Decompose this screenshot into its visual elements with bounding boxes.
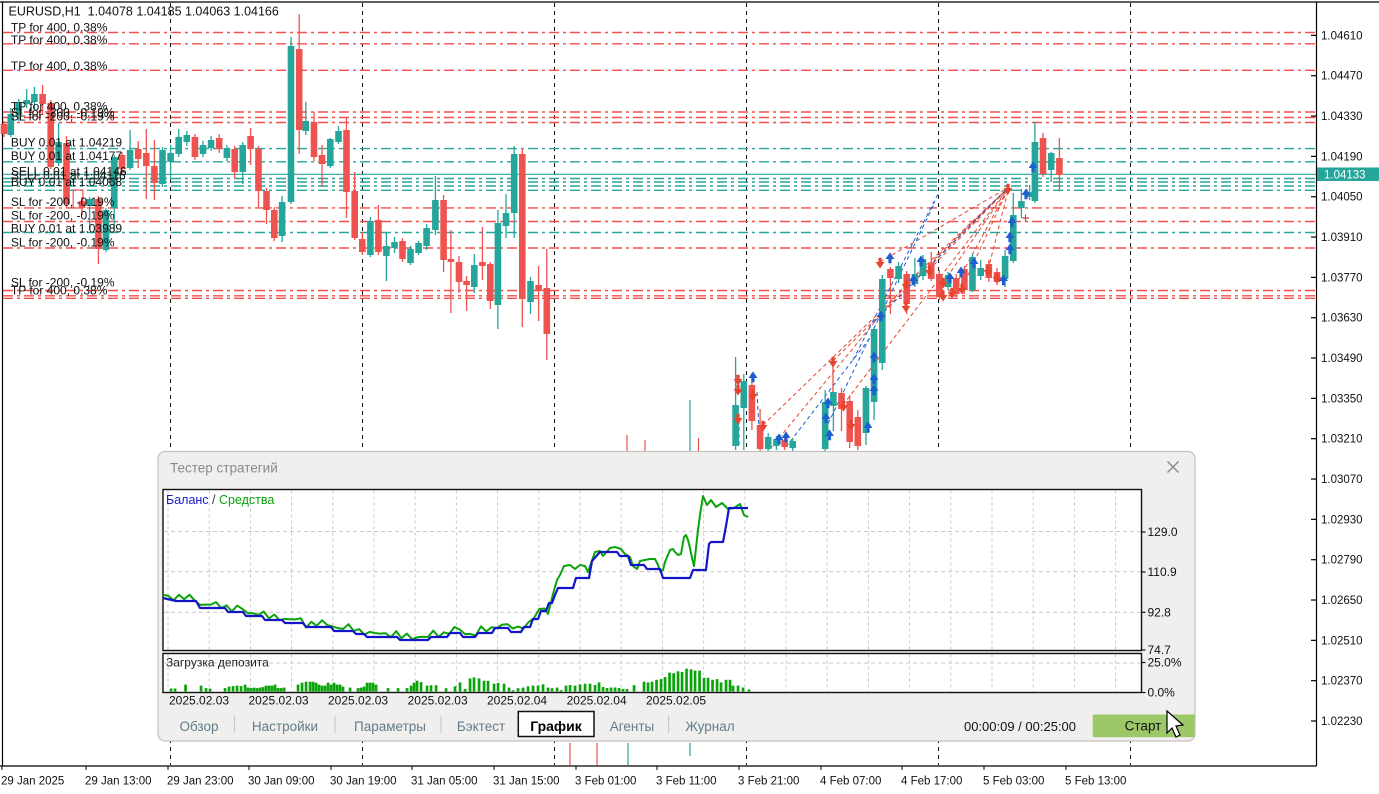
svg-text:129.0: 129.0 (1148, 525, 1178, 539)
svg-text:SELL 0.01 at 1.04146: SELL 0.01 at 1.04146 (11, 165, 127, 179)
svg-text:Загрузка депозита: Загрузка депозита (166, 656, 269, 670)
svg-text:29 Jan 23:00: 29 Jan 23:00 (167, 776, 234, 788)
svg-text:00:00:09 / 00:25:00: 00:00:09 / 00:25:00 (964, 719, 1076, 734)
svg-text:1.02650: 1.02650 (1321, 595, 1363, 607)
svg-text:SL for -200, -0.19%: SL for -200, -0.19% (11, 209, 115, 223)
svg-text:Журнал: Журнал (685, 719, 734, 734)
svg-text:SL for -200, -0.19%: SL for -200, -0.19% (11, 236, 115, 250)
svg-text:2025.02.05: 2025.02.05 (646, 694, 706, 708)
svg-text:SL for -200, -0.19%: SL for -200, -0.19% (11, 195, 115, 209)
svg-text:BUY 0.01 at 1.04219: BUY 0.01 at 1.04219 (11, 136, 123, 150)
svg-text:1.04330: 1.04330 (1321, 111, 1363, 123)
svg-text:1.03350: 1.03350 (1321, 393, 1363, 405)
svg-text:1.03210: 1.03210 (1321, 434, 1363, 446)
svg-text:Тестер стратегий: Тестер стратегий (170, 461, 278, 476)
svg-text:1.04133: 1.04133 (1324, 169, 1366, 181)
svg-text:1.03070: 1.03070 (1321, 474, 1363, 486)
svg-text:Настройки: Настройки (252, 719, 318, 734)
svg-text:1.04610: 1.04610 (1321, 30, 1363, 42)
svg-text:1.03770: 1.03770 (1321, 272, 1363, 284)
svg-text:SL for -200, -0.19%: SL for -200, -0.19% (11, 276, 115, 290)
svg-text:BUY 0.01 at 1.03989: BUY 0.01 at 1.03989 (11, 222, 123, 236)
svg-text:Агенты: Агенты (610, 719, 654, 734)
svg-text:1.04190: 1.04190 (1321, 151, 1363, 163)
svg-text:30 Jan 09:00: 30 Jan 09:00 (248, 776, 315, 788)
svg-text:TP for 400, 0.38%: TP for 400, 0.38% (11, 284, 108, 298)
svg-text:4 Feb 07:00: 4 Feb 07:00 (820, 776, 881, 788)
svg-text:4 Feb 17:00: 4 Feb 17:00 (901, 776, 962, 788)
svg-text:Старт: Старт (1125, 719, 1162, 734)
svg-text:EURUSD,H1 1.04078 1.04185 1.0: EURUSD,H1 1.04078 1.04185 1.04063 1.0416… (9, 4, 279, 18)
svg-text:29 Jan 2025: 29 Jan 2025 (1, 776, 64, 788)
svg-text:Бэктест: Бэктест (457, 719, 505, 734)
svg-text:92.8: 92.8 (1148, 606, 1172, 620)
svg-text:SELL 0.01 at 1.04116: SELL 0.01 at 1.04116 (11, 169, 126, 183)
svg-text:2025.02.03: 2025.02.03 (328, 694, 388, 708)
svg-text:Параметры: Параметры (354, 719, 426, 734)
svg-text:1.02790: 1.02790 (1321, 555, 1363, 567)
svg-text:30 Jan 19:00: 30 Jan 19:00 (330, 776, 397, 788)
svg-text:График: График (530, 718, 583, 734)
svg-text:BUY 0.01 at 1.04068: BUY 0.01 at 1.04068 (11, 175, 123, 189)
svg-text:2025.02.04: 2025.02.04 (567, 694, 627, 708)
svg-text:TP for 400, 0.38%: TP for 400, 0.38% (11, 33, 108, 47)
svg-text:110.9: 110.9 (1148, 565, 1177, 579)
svg-text:1.02510: 1.02510 (1321, 635, 1363, 647)
svg-text:1.04470: 1.04470 (1321, 71, 1363, 83)
svg-text:1.03910: 1.03910 (1321, 232, 1363, 244)
svg-text:1.02230: 1.02230 (1321, 716, 1363, 728)
svg-text:1.02930: 1.02930 (1321, 514, 1363, 526)
svg-text:1.03630: 1.03630 (1321, 313, 1363, 325)
svg-text:1.04050: 1.04050 (1321, 192, 1363, 204)
svg-text:TP for 400, 0.38%: TP for 400, 0.38% (11, 21, 108, 35)
svg-text:3 Feb 11:00: 3 Feb 11:00 (656, 776, 717, 788)
svg-text:31 Jan 05:00: 31 Jan 05:00 (411, 776, 478, 788)
svg-text:Обзор: Обзор (180, 719, 219, 734)
svg-text:29 Jan 13:00: 29 Jan 13:00 (85, 776, 152, 788)
svg-text:1.03490: 1.03490 (1321, 353, 1363, 365)
svg-text:Баланс / Средства: Баланс / Средства (166, 493, 274, 507)
svg-text:3 Feb 01:00: 3 Feb 01:00 (575, 776, 636, 788)
svg-text:2025.02.03: 2025.02.03 (408, 694, 468, 708)
svg-text:TP for 400, 0.38%: TP for 400, 0.38% (11, 59, 108, 73)
svg-text:5 Feb 13:00: 5 Feb 13:00 (1065, 776, 1126, 788)
svg-text:2025.02.03: 2025.02.03 (249, 694, 309, 708)
svg-text:5 Feb 03:00: 5 Feb 03:00 (983, 776, 1044, 788)
svg-text:TP for 400, 0.38%: TP for 400, 0.38% (11, 99, 108, 113)
svg-text:25.0%: 25.0% (1148, 656, 1182, 670)
svg-text:0.0%: 0.0% (1148, 686, 1176, 700)
svg-text:2025.02.04: 2025.02.04 (487, 694, 547, 708)
svg-text:1.02370: 1.02370 (1321, 676, 1363, 688)
svg-text:SL for -200, -0.19%: SL for -200, -0.19% (11, 110, 115, 124)
svg-text:BUY 0.01 at 1.04177: BUY 0.01 at 1.04177 (11, 149, 123, 163)
svg-text:2025.02.03: 2025.02.03 (169, 694, 229, 708)
svg-text:SL for -200, -0.19%: SL for -200, -0.19% (11, 106, 115, 120)
svg-text:3 Feb 21:00: 3 Feb 21:00 (738, 776, 799, 788)
svg-text:31 Jan 15:00: 31 Jan 15:00 (493, 776, 560, 788)
svg-text:74.7: 74.7 (1148, 643, 1172, 657)
